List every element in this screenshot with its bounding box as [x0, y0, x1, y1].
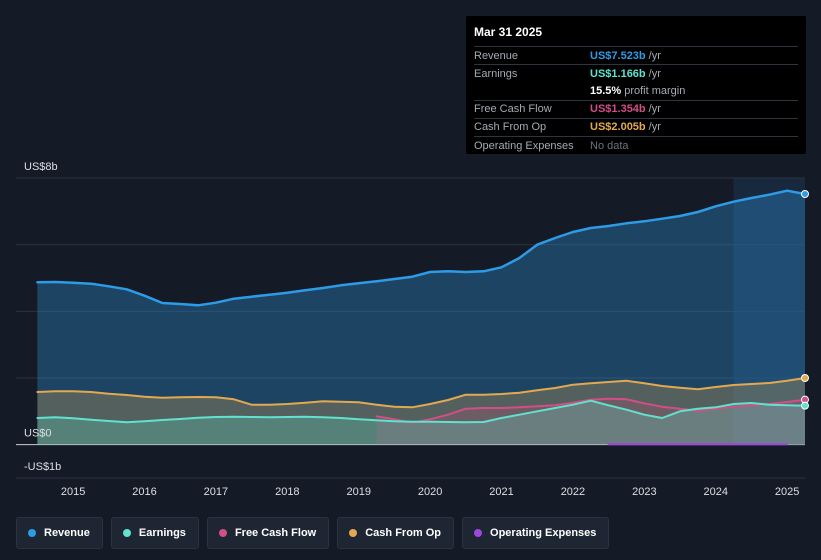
- tooltip-date: Mar 31 2025: [474, 25, 543, 39]
- tooltip-value: 15.5%: [590, 84, 622, 97]
- legend-label: Cash From Op: [365, 527, 442, 539]
- legend-dot-icon: [474, 529, 483, 537]
- series-lines: [36, 189, 809, 446]
- tooltip-row-opex: Operating Expenses No data: [474, 135, 798, 154]
- tooltip-label: Cash From Op: [474, 121, 547, 134]
- x-tick-label: 2025: [775, 486, 799, 498]
- area-cfo: [37, 378, 805, 445]
- tooltip-panel: Mar 31 2025 Revenue US$7.523b /yr Earnin…: [466, 16, 806, 154]
- legend-label: Revenue: [44, 527, 90, 539]
- x-tick-label: 2019: [346, 486, 370, 498]
- area-fcf: [376, 398, 805, 445]
- tooltip-unit: /yr: [648, 49, 661, 62]
- legend-label: Operating Expenses: [490, 527, 597, 539]
- tooltip-unit: profit margin: [624, 84, 686, 97]
- tooltip-row-cfo: Cash From Op US$2.005b /yr: [474, 117, 798, 136]
- x-tick-label: 2016: [132, 486, 156, 498]
- x-tick-label: 2015: [61, 486, 85, 498]
- legend-item-free-cash-flow[interactable]: Free Cash Flow: [206, 517, 330, 549]
- x-tick-label: 2021: [489, 486, 513, 498]
- legend-item-revenue[interactable]: Revenue: [16, 517, 103, 549]
- tooltip-unit: /yr: [648, 121, 661, 134]
- legend-dot-icon: [28, 529, 36, 537]
- tooltip-label: Free Cash Flow: [474, 103, 552, 116]
- tooltip-row-revenue: Revenue US$7.523b /yr: [474, 46, 798, 64]
- tooltip-row-earnings: Earnings US$1.166b /yr: [474, 64, 798, 82]
- legend-item-earnings[interactable]: Earnings: [110, 517, 199, 549]
- tooltip-unit: /yr: [648, 103, 661, 116]
- series-line-earnings: [36, 399, 806, 424]
- series-line-revenue: [36, 189, 807, 307]
- tooltip-label: Operating Expenses: [474, 139, 574, 152]
- legend-label: Earnings: [138, 527, 186, 539]
- x-tick-label: 2020: [418, 486, 442, 498]
- x-tick-label: 2024: [704, 486, 728, 498]
- endpoint-marker-cfo: [801, 374, 809, 382]
- legend: Revenue Earnings Free Cash Flow Cash Fro…: [16, 517, 617, 549]
- y-tick-label: -US$1b: [24, 461, 61, 473]
- tooltip-value: US$7.523b: [590, 49, 646, 62]
- tooltip-label: Earnings: [474, 67, 518, 80]
- tooltip-unit: /yr: [648, 67, 661, 80]
- tooltip-value: US$1.166b: [590, 67, 646, 80]
- tooltip-label: Revenue: [474, 49, 519, 62]
- endpoint-marker-earnings: [801, 401, 809, 410]
- tooltip-value: US$2.005b: [590, 121, 646, 134]
- endpoint-marker-revenue: [801, 190, 809, 198]
- x-tick-label: 2018: [275, 486, 299, 498]
- y-tick-label: US$8b: [24, 161, 58, 173]
- x-tick-label: 2023: [632, 486, 656, 498]
- axis-labels: US$8b US$0 -US$1b 2015 2016 2017 2018 2019 2020 2…: [24, 161, 799, 498]
- series-line-cfo: [36, 377, 806, 409]
- tooltip-row-fcf: Free Cash Flow US$1.354b /yr: [474, 99, 798, 118]
- legend-dot-icon: [122, 529, 131, 537]
- legend-item-cash-from-op[interactable]: Cash From Op: [337, 517, 455, 549]
- legend-label: Free Cash Flow: [234, 527, 317, 539]
- legend-dot-icon: [218, 529, 227, 537]
- tooltip-row-profit-margin: 15.5% profit margin: [474, 82, 798, 99]
- y-tick-label: US$0: [24, 428, 52, 440]
- tooltip-value: No data: [590, 139, 629, 152]
- legend-item-operating-expenses[interactable]: Operating Expenses: [462, 517, 610, 549]
- x-tick-label: 2022: [561, 486, 585, 498]
- tooltip-value: US$1.354b: [590, 103, 646, 116]
- x-tick-label: 2017: [204, 486, 228, 498]
- legend-dot-icon: [349, 529, 358, 537]
